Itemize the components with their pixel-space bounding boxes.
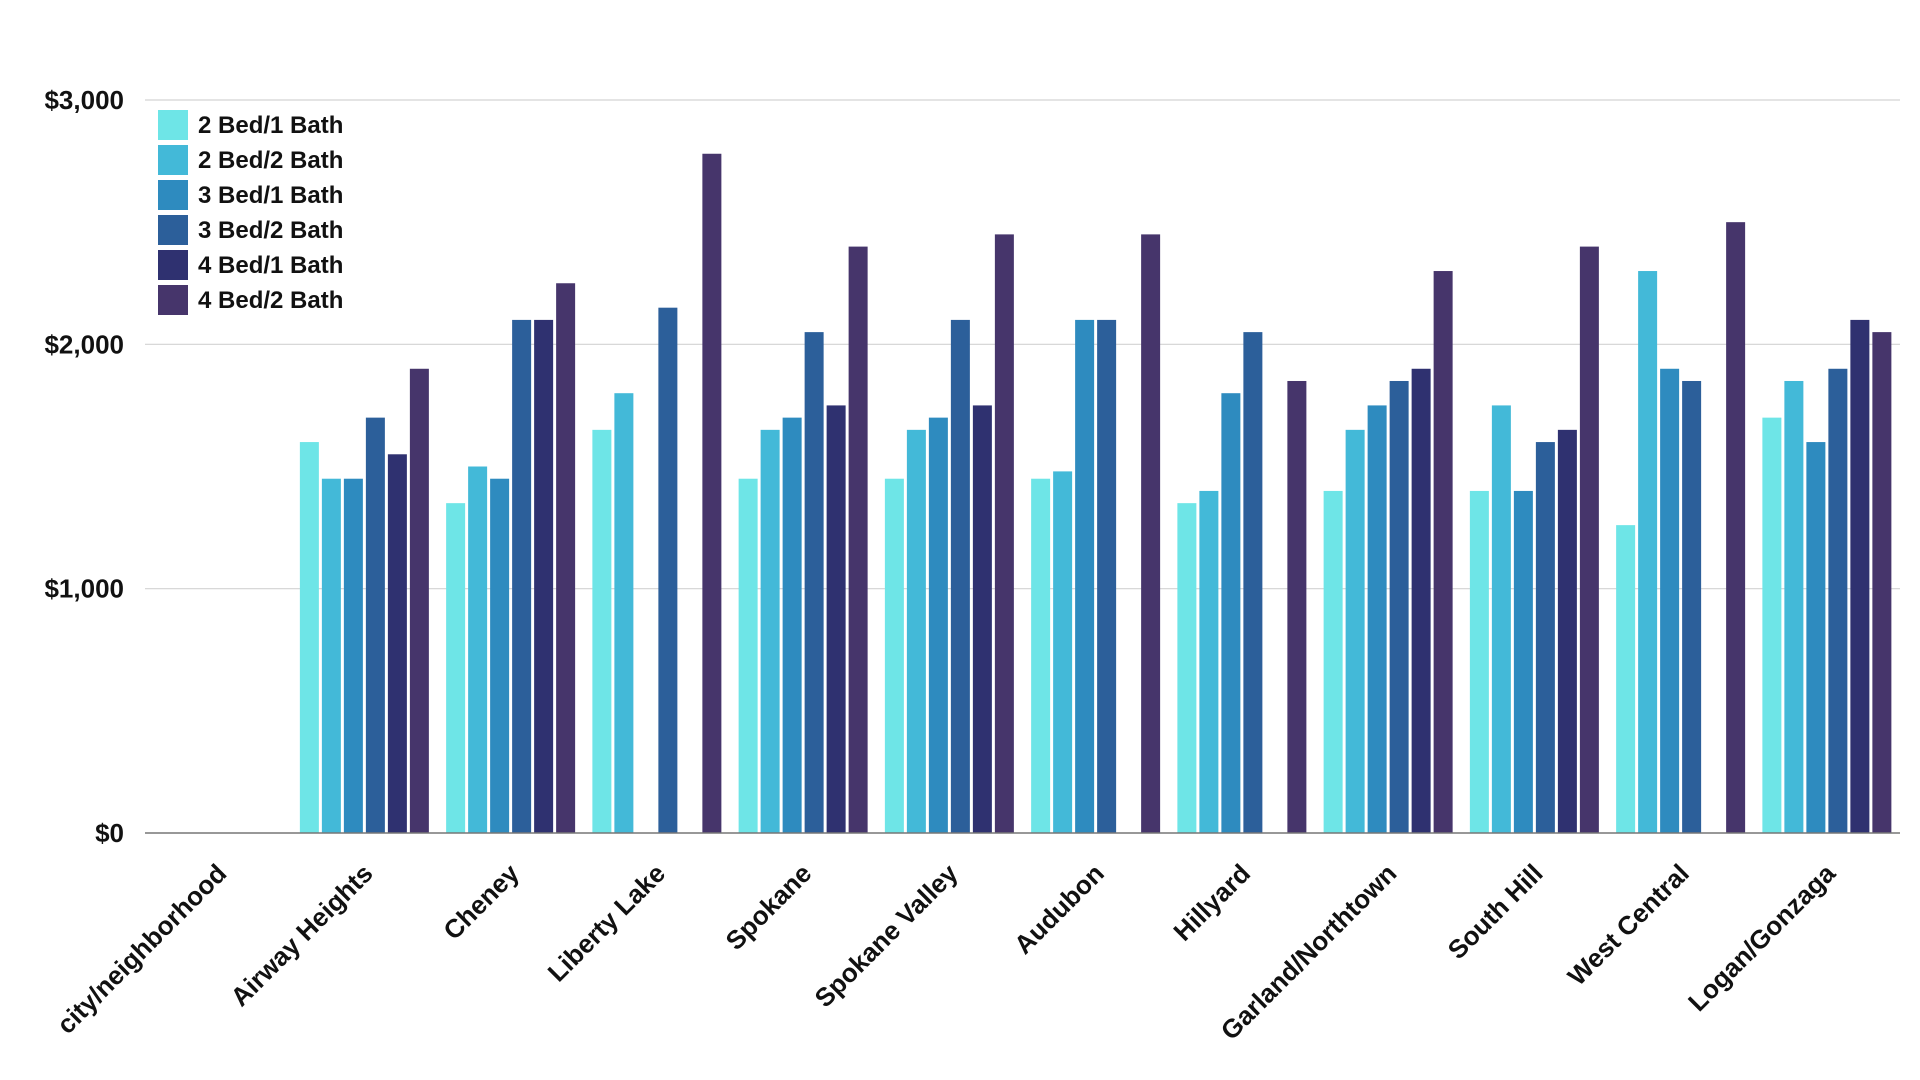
legend-swatch (158, 110, 188, 140)
bar-1-9 (1323, 490, 1343, 833)
bar-1-4 (592, 429, 612, 833)
x-category-label: West Central (1562, 858, 1695, 991)
bar-5-10 (1557, 429, 1577, 833)
bar-2-6 (906, 429, 926, 833)
bar-6-8 (1287, 380, 1307, 833)
y-tick-label: $3,000 (44, 85, 124, 115)
bar-5-6 (972, 405, 992, 833)
bar-2-10 (1491, 405, 1511, 833)
x-category-label: Spokane (720, 858, 818, 956)
bar-4-11 (1682, 380, 1702, 833)
bar-1-8 (1177, 503, 1197, 833)
bar-2-2 (321, 478, 341, 833)
x-category-label: Spokane Valley (809, 858, 964, 1013)
legend-label: 4 Bed/1 Bath (198, 252, 343, 279)
bar-6-11 (1726, 222, 1746, 833)
bar-2-12 (1784, 380, 1804, 833)
x-category-label: South Hill (1442, 858, 1549, 965)
bar-4-5 (804, 332, 824, 833)
bar-2-4 (614, 393, 634, 833)
bar-2-9 (1345, 429, 1365, 833)
bar-1-10 (1469, 490, 1489, 833)
legend: 2 Bed/1 Bath 2 Bed/2 Bath 3 Bed/1 Bath 3 Be… (158, 110, 343, 315)
bar-3-6 (928, 417, 948, 833)
legend-swatch (158, 145, 188, 175)
legend-swatch (158, 285, 188, 315)
legend-swatch (158, 250, 188, 280)
x-category-label: Audubon (1008, 858, 1110, 960)
bar-6-3 (556, 283, 576, 833)
bar-1-3 (446, 503, 466, 833)
bar-3-9 (1367, 405, 1387, 833)
legend-label: 2 Bed/1 Bath (198, 112, 343, 139)
bar-1-2 (299, 442, 319, 833)
bar-2-5 (760, 429, 780, 833)
bar-4-2 (365, 417, 385, 833)
bar-6-4 (702, 153, 722, 834)
bars (299, 153, 1892, 834)
bar-5-12 (1850, 319, 1870, 833)
legend-swatch (158, 215, 188, 245)
bar-2-7 (1053, 471, 1073, 833)
bar-3-2 (343, 478, 363, 833)
bar-6-7 (1141, 234, 1161, 834)
bar-4-7 (1097, 319, 1117, 833)
bar-5-2 (387, 454, 407, 833)
legend-swatch (158, 180, 188, 210)
y-tick-label: $2,000 (44, 329, 124, 359)
x-category-label: Cheney (437, 858, 525, 946)
x-category-label: city/neighborhood (51, 858, 233, 1040)
bar-5-9 (1411, 368, 1431, 833)
bar-1-7 (1031, 478, 1051, 833)
bar-4-3 (512, 319, 532, 833)
bar-4-10 (1535, 442, 1555, 833)
bar-3-8 (1221, 393, 1241, 833)
legend-label: 3 Bed/2 Bath (198, 217, 343, 244)
x-category-label: Liberty Lake (542, 858, 672, 988)
legend-label: 4 Bed/2 Bath (198, 287, 343, 314)
x-category-label: Airway Heights (225, 858, 379, 1012)
bar-1-11 (1616, 525, 1636, 833)
bar-6-9 (1433, 271, 1453, 833)
y-tick-label: $0 (95, 818, 124, 848)
bar-2-3 (468, 466, 488, 833)
bar-6-10 (1579, 246, 1599, 834)
x-category-label: Logan/Gonzaga (1682, 858, 1841, 1017)
legend-label: 3 Bed/1 Bath (198, 182, 343, 209)
grid-lines (145, 99, 1900, 590)
bar-4-6 (950, 319, 970, 833)
bar-5-5 (826, 405, 846, 833)
legend-label: 2 Bed/2 Bath (198, 147, 343, 174)
bar-1-12 (1762, 417, 1782, 833)
bar-3-12 (1806, 442, 1826, 833)
bar-2-11 (1638, 271, 1658, 833)
bar-3-7 (1075, 319, 1095, 833)
bar-4-4 (658, 307, 678, 833)
bar-6-6 (994, 234, 1014, 834)
bar-1-5 (738, 478, 758, 833)
x-category-label: Hillyard (1167, 858, 1256, 947)
bar-4-9 (1389, 380, 1409, 833)
bar-1-6 (884, 478, 904, 833)
bar-6-2 (409, 368, 429, 833)
bar-3-11 (1660, 368, 1680, 833)
bar-5-3 (534, 319, 554, 833)
y-tick-label: $1,000 (44, 574, 124, 604)
y-axis-ticks: $0 $1,000 $2,000 $3,000 (44, 85, 124, 848)
bar-3-3 (490, 478, 510, 833)
bar-6-5 (848, 246, 868, 834)
bar-4-8 (1243, 332, 1263, 833)
bar-2-8 (1199, 490, 1219, 833)
bar-3-5 (782, 417, 802, 833)
bar-6-12 (1872, 332, 1892, 833)
bar-4-12 (1828, 368, 1848, 833)
bar-3-10 (1513, 490, 1533, 833)
